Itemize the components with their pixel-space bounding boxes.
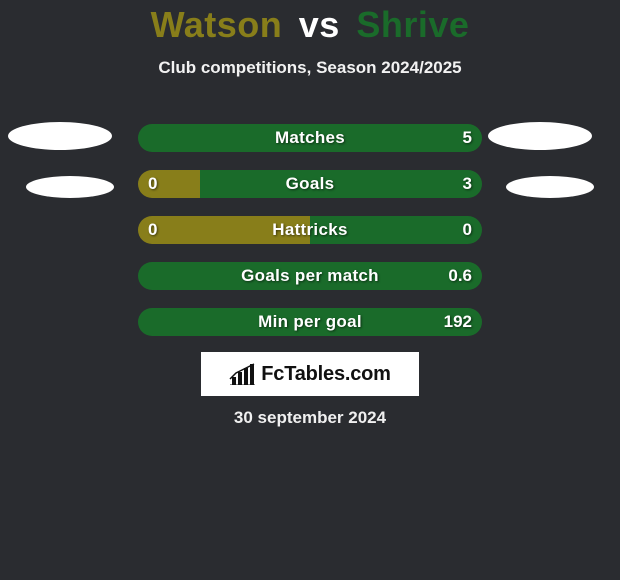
comparison-title: Watson vs Shrive bbox=[0, 0, 620, 46]
stat-value-right: 5 bbox=[463, 124, 472, 152]
footer-date: 30 september 2024 bbox=[0, 408, 620, 428]
stat-row: Hattricks 0 0 bbox=[138, 216, 482, 244]
stat-row: Goals 0 3 bbox=[138, 170, 482, 198]
avatar-placeholder bbox=[506, 176, 594, 198]
stat-value-right: 0.6 bbox=[448, 262, 472, 290]
stat-label: Hattricks bbox=[272, 216, 347, 244]
player2-name: Shrive bbox=[356, 4, 469, 45]
stat-value-right: 192 bbox=[444, 308, 472, 336]
stats-panel: Matches 5 Goals 0 3 Hattricks 0 0 Goals per matc… bbox=[138, 124, 482, 354]
brand-text: FcTables.com bbox=[261, 363, 391, 386]
stat-row: Min per goal 192 bbox=[138, 308, 482, 336]
bar-chart-icon bbox=[229, 363, 255, 385]
stat-label: Matches bbox=[275, 124, 345, 152]
stat-bar-right bbox=[200, 170, 482, 198]
brand-box: FcTables.com bbox=[201, 352, 419, 396]
stat-value-left: 0 bbox=[148, 216, 157, 244]
player1-name: Watson bbox=[151, 4, 283, 45]
avatar-placeholder bbox=[8, 122, 112, 150]
avatar-placeholder bbox=[488, 122, 592, 150]
stat-value-left: 0 bbox=[148, 170, 157, 198]
stat-label: Goals per match bbox=[241, 262, 379, 290]
stat-row: Goals per match 0.6 bbox=[138, 262, 482, 290]
stat-label: Min per goal bbox=[258, 308, 362, 336]
stat-row: Matches 5 bbox=[138, 124, 482, 152]
stat-value-right: 0 bbox=[463, 216, 472, 244]
comparison-subtitle: Club competitions, Season 2024/2025 bbox=[0, 58, 620, 78]
stat-label: Goals bbox=[286, 170, 335, 198]
avatar-placeholder bbox=[26, 176, 114, 198]
stat-value-right: 3 bbox=[463, 170, 472, 198]
vs-text: vs bbox=[299, 4, 340, 45]
